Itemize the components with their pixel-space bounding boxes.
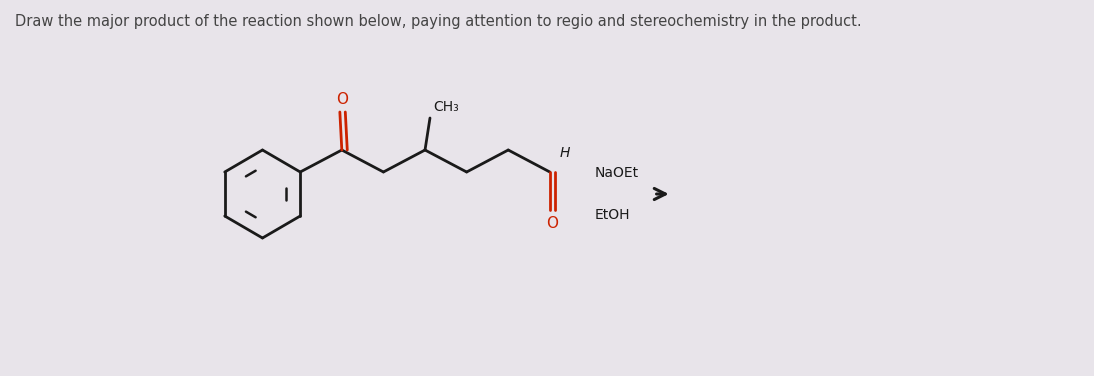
Text: O: O [547, 216, 559, 231]
Text: CH₃: CH₃ [433, 100, 458, 114]
Text: H: H [560, 146, 570, 160]
Text: NaOEt: NaOEt [594, 166, 639, 180]
Text: O: O [337, 92, 349, 107]
Text: Draw the major product of the reaction shown below, paying attention to regio an: Draw the major product of the reaction s… [15, 14, 861, 29]
Text: EtOH: EtOH [594, 208, 630, 222]
